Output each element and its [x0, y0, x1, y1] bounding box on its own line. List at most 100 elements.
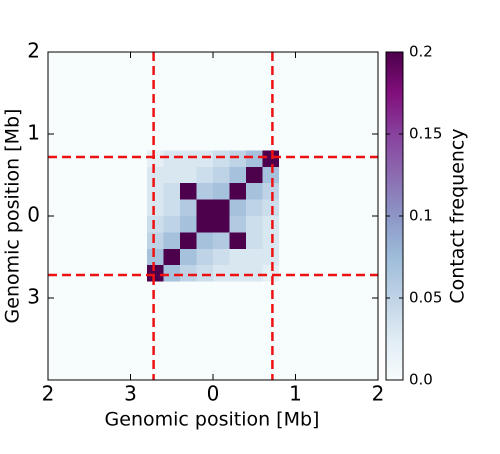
heatmap-cell [328, 281, 346, 299]
heatmap-cell [163, 166, 181, 184]
heatmap-cell [64, 134, 82, 151]
heatmap-cell [147, 166, 164, 184]
heatmap-cell [246, 101, 263, 118]
heatmap-cell [279, 232, 296, 250]
heatmap-cell [64, 101, 82, 118]
heatmap-cell [328, 265, 346, 282]
heatmap-cell [64, 68, 82, 86]
heatmap-cell [229, 347, 247, 364]
heatmap-cell [328, 166, 346, 184]
heatmap-cell [229, 117, 247, 135]
heatmap-cell [130, 166, 148, 184]
heatmap-cell [97, 134, 115, 151]
heatmap-cell [328, 347, 346, 364]
heatmap-cell [48, 117, 65, 135]
heatmap-cell [345, 265, 362, 282]
heatmap-cell [345, 298, 362, 315]
heatmap-cell [262, 199, 280, 217]
heatmap-cell [81, 330, 98, 348]
heatmap-cell [130, 298, 148, 315]
heatmap-cell [262, 265, 280, 282]
heatmap-cell [328, 150, 346, 168]
heatmap-cell [213, 281, 230, 299]
heatmap-cell [213, 216, 230, 233]
heatmap-cell [163, 84, 181, 102]
heatmap-cell [213, 347, 230, 364]
heatmap-cell [180, 265, 197, 282]
heatmap-cell [361, 150, 379, 168]
heatmap-cell [229, 166, 247, 184]
heatmap-cell [147, 216, 164, 233]
heatmap-cell [147, 117, 164, 135]
heatmap-cell [328, 84, 346, 102]
heatmap-cell [229, 265, 247, 282]
heatmap-cell [180, 248, 197, 266]
heatmap-cell [328, 183, 346, 200]
heatmap-cell [295, 150, 313, 168]
colorbar-tick-label: 0.0 [409, 371, 433, 389]
heatmap-cell [295, 68, 313, 86]
heatmap-cell [130, 363, 148, 381]
heatmap-cell [279, 363, 296, 381]
heatmap-cell [180, 199, 197, 217]
heatmap-cell [361, 347, 379, 364]
heatmap-cell [163, 183, 181, 200]
heatmap-cell [81, 68, 98, 86]
heatmap-cell [213, 265, 230, 282]
heatmap-cell [180, 117, 197, 135]
heatmap-cell [312, 248, 329, 266]
heatmap-cell [213, 232, 230, 250]
heatmap-cell [81, 84, 98, 102]
heatmap-cell [213, 117, 230, 135]
heatmap-cell [97, 330, 115, 348]
heatmap-cell [279, 298, 296, 315]
heatmap-cell [361, 232, 379, 250]
heatmap-cell [229, 232, 247, 250]
heatmap-cell [97, 84, 115, 102]
heatmap-cell [262, 52, 280, 69]
heatmap-cell [48, 298, 65, 315]
heatmap-cell [81, 363, 98, 381]
heatmap-cell [97, 347, 115, 364]
heatmap-cell [345, 150, 362, 168]
heatmap-cell [64, 117, 82, 135]
heatmap-cell [361, 330, 379, 348]
heatmap-cell [328, 134, 346, 151]
y-axis-label: Genomic position [Mb] [2, 109, 24, 324]
heatmap-cell [81, 134, 98, 151]
heatmap-cell [312, 298, 329, 315]
heatmap-cell [163, 314, 181, 332]
y-tick-label: 1 [27, 121, 40, 145]
heatmap-cell [180, 68, 197, 86]
heatmap-cell [130, 216, 148, 233]
heatmap-cell [147, 199, 164, 217]
heatmap-cell [262, 216, 280, 233]
x-tick-label: 2 [372, 382, 385, 406]
heatmap-cell [361, 166, 379, 184]
heatmap-cell [196, 216, 214, 233]
heatmap-cell [295, 101, 313, 118]
heatmap-cell [295, 347, 313, 364]
heatmap-cell [312, 68, 329, 86]
heatmap-cell [81, 52, 98, 69]
heatmap-cell [64, 52, 82, 69]
heatmap-cell [361, 265, 379, 282]
heatmap-cell [163, 216, 181, 233]
heatmap-cell [279, 199, 296, 217]
heatmap-cell [48, 232, 65, 250]
heatmap-cell [163, 150, 181, 168]
heatmap-cell [48, 248, 65, 266]
heatmap-cell [147, 347, 164, 364]
heatmap-cell [81, 216, 98, 233]
heatmap-cell [48, 347, 65, 364]
heatmap-cell [312, 101, 329, 118]
heatmap-cell [295, 363, 313, 381]
heatmap-cell [130, 101, 148, 118]
heatmap-cell [163, 68, 181, 86]
heatmap-cell [361, 52, 379, 69]
heatmap-cell [279, 134, 296, 151]
heatmap-cell [229, 314, 247, 332]
heatmap-cell [361, 363, 379, 381]
heatmap-cell [246, 199, 263, 217]
heatmap-cell [48, 199, 65, 217]
